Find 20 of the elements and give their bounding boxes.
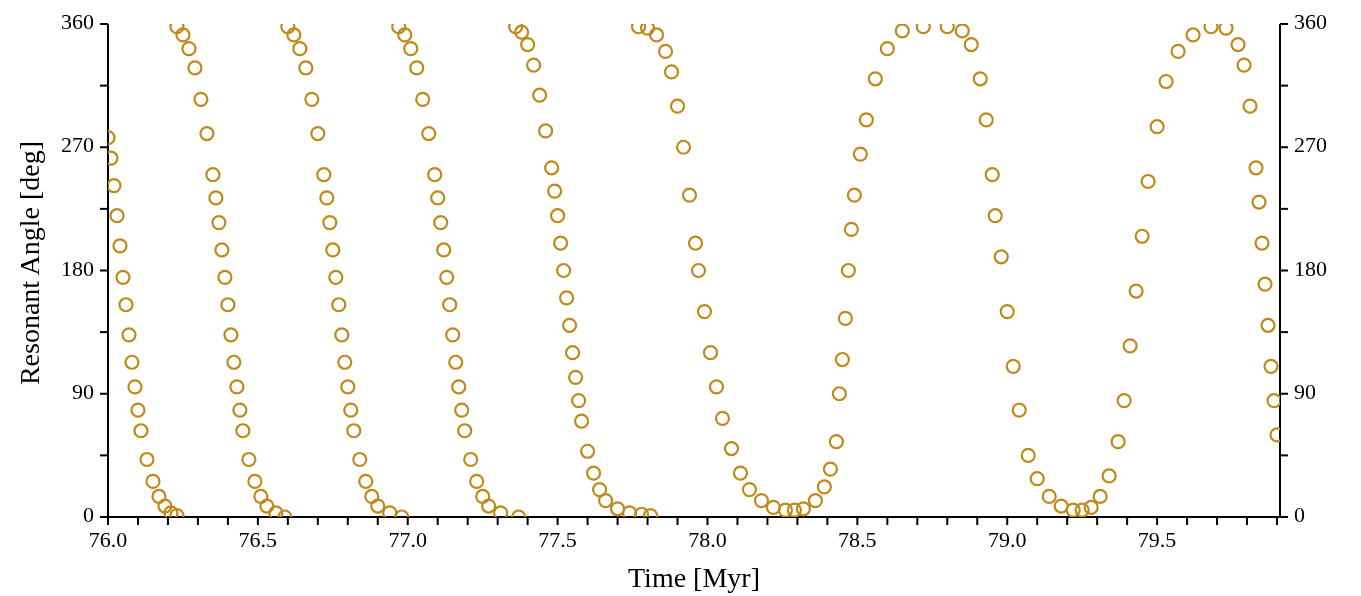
x-tick-label: 79.5 [1137,527,1177,552]
x-tick-label: 79.0 [987,527,1027,552]
x-axis-title: Time [Myr] [627,562,761,594]
y-tick-label: 0 [83,502,94,528]
x-tick-label: 76.0 [88,527,128,552]
y-tick-label: 270 [61,132,94,158]
y-axis-title: Resonant Angle [deg] [14,140,46,386]
y2-tick-label: 360 [1294,9,1327,35]
x-tick-label: 78.0 [688,527,727,552]
y2-tick-label: 270 [1294,132,1327,158]
x-tick-label: 76.5 [238,527,278,552]
y2-tick-label: 180 [1294,255,1327,281]
y2-tick-label: 90 [1294,378,1316,404]
y2-tick-label: 0 [1294,502,1305,528]
y-tick-label: 90 [72,378,94,404]
x-tick-label: 77.0 [388,527,427,552]
y-tick-label: 360 [61,9,94,35]
x-tick-label: 77.5 [538,527,577,552]
x-tick-label: 78.5 [838,527,877,552]
y-tick-label: 180 [61,255,94,281]
